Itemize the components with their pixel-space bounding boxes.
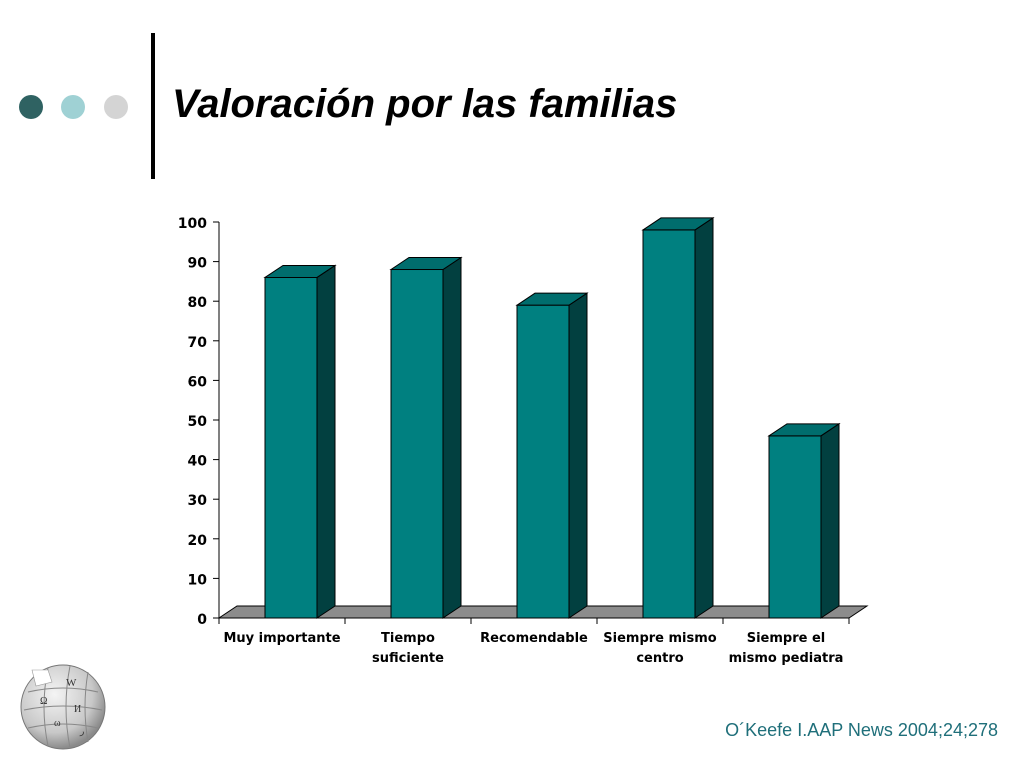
x-category-label: Tiempo: [381, 631, 435, 646]
citation: O´Keefe I.AAP News 2004;24;278: [725, 720, 998, 740]
svg-text:И: И: [74, 704, 81, 715]
svg-text:W: W: [66, 677, 77, 689]
svg-text:ر: ر: [79, 726, 84, 737]
bar-top: [767, 423, 841, 437]
y-tick-label: 70: [188, 335, 208, 351]
y-tick-label: 100: [178, 216, 207, 232]
decor-dot-teal: [61, 95, 85, 119]
y-tick-label: 30: [188, 493, 208, 509]
y-tick-label: 90: [188, 256, 208, 272]
x-category-label: Siempre mismo: [603, 631, 717, 646]
bar-top: [515, 292, 589, 306]
x-category-label: centro: [636, 651, 683, 666]
svg-text:ω: ω: [54, 718, 61, 729]
bar-side: [694, 216, 714, 619]
bar: [516, 304, 570, 619]
bar-side: [316, 264, 336, 619]
x-category-label: suficiente: [372, 651, 444, 666]
bar: [264, 276, 318, 619]
y-tick-label: 80: [188, 295, 208, 311]
x-category-label: Recomendable: [480, 631, 588, 646]
bar-top: [641, 217, 715, 231]
y-tick-label: 20: [188, 533, 208, 549]
bar-side: [442, 256, 462, 619]
y-tick-label: 50: [188, 414, 208, 430]
decor-dot-gray: [104, 95, 128, 119]
bar-side: [568, 292, 588, 619]
y-tick-label: 10: [188, 572, 208, 588]
x-category-label: mismo pediatra: [729, 651, 844, 666]
bar-top: [263, 264, 337, 278]
slide-title: Valoración por las familias: [172, 82, 678, 126]
x-category-label: Siempre el: [747, 631, 826, 646]
y-tick-label: 60: [188, 374, 208, 390]
bar-side: [820, 422, 840, 619]
x-category-label: Muy importante: [223, 631, 340, 646]
bar: [768, 435, 822, 619]
y-tick-label: 40: [188, 454, 208, 470]
wikipedia-globe-icon: W Ω И ω ر: [18, 662, 108, 757]
bar: [642, 229, 696, 619]
bar-top: [389, 257, 463, 271]
svg-text:Ω: Ω: [40, 696, 47, 707]
decor-dot-dark: [19, 95, 43, 119]
bar: [390, 269, 444, 619]
y-tick-label: 0: [197, 612, 207, 628]
title-divider: [151, 33, 155, 179]
